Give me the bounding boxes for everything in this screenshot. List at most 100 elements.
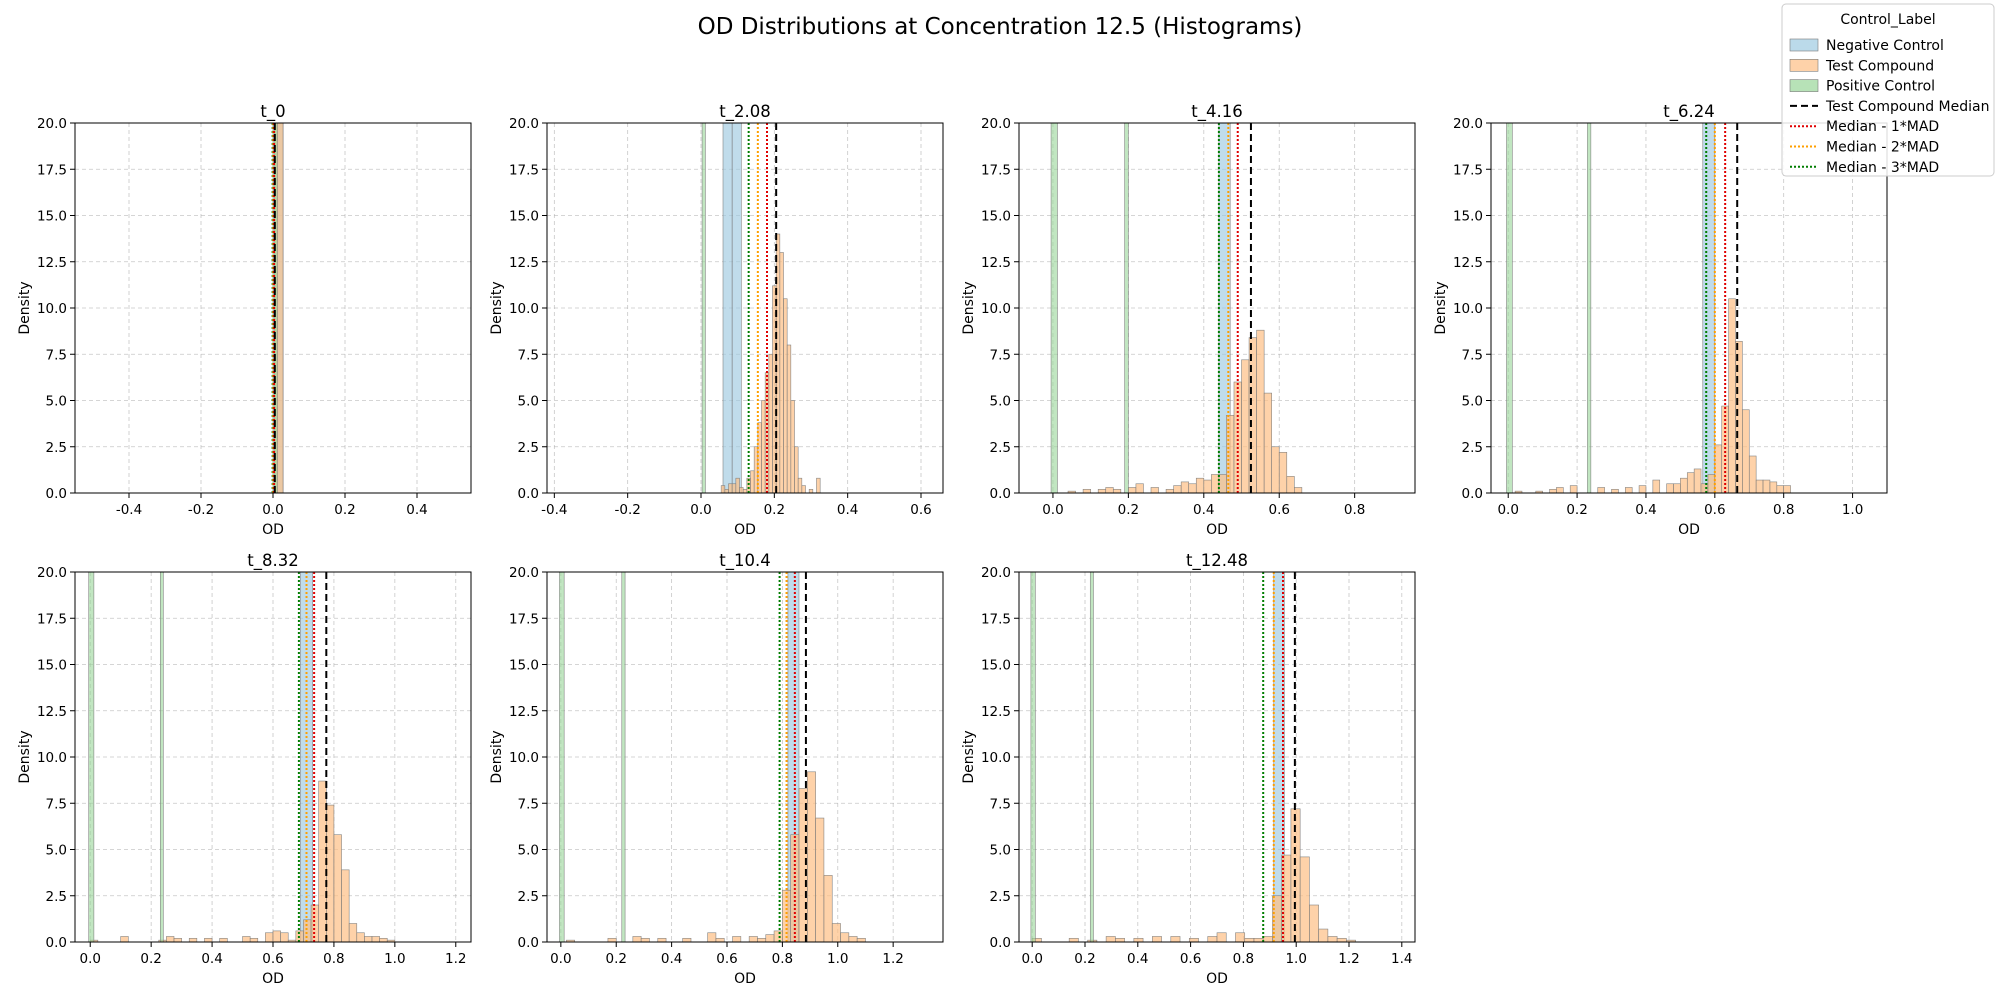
y-tick-label: 0.0 — [518, 486, 539, 502]
bar-test-compound — [1195, 477, 1205, 493]
bar-test-compound — [272, 930, 281, 942]
x-tick-label: 0.6 — [1704, 502, 1725, 518]
bar-test-compound — [848, 936, 858, 942]
x-tick-label: 1.2 — [1338, 951, 1359, 967]
x-tick-label: -0.4 — [541, 502, 567, 518]
x-tick-label: 0.0 — [1497, 502, 1518, 518]
bar-test-compound — [1152, 936, 1162, 942]
bar-test-compound — [1082, 488, 1091, 493]
bar-test-compound — [242, 936, 251, 942]
bar-test-compound — [739, 487, 744, 493]
bar-test-compound — [748, 936, 758, 942]
y-tick-label: 7.5 — [990, 347, 1011, 363]
bar-test-compound — [1346, 939, 1356, 942]
bar-test-compound — [1294, 487, 1303, 493]
bar-test-compound — [1173, 485, 1182, 493]
y-tick-label: 20.0 — [37, 116, 67, 132]
y-tick-label: 2.5 — [990, 440, 1011, 456]
bar-test-compound — [731, 483, 737, 493]
bar-test-compound — [1624, 487, 1633, 493]
bar-test-compound — [1309, 904, 1319, 942]
y-tick-label: 0.0 — [1462, 486, 1483, 502]
bar-test-compound — [1226, 414, 1235, 493]
y-tick-label: 17.5 — [981, 611, 1011, 627]
bar-test-compound — [1262, 936, 1273, 942]
x-tick-label: 1.4 — [1391, 951, 1412, 967]
y-tick-label: 2.5 — [1462, 440, 1483, 456]
bar-test-compound — [1755, 479, 1764, 493]
subplot-t-10-4: 0.0 0.2 0.4 0.6 0.8 1.0 1.2 0.0 2.5 5.0 7.5 10.0 12.… — [489, 551, 944, 987]
subplot-t-2-08: -0.4 -0.2 0.0 0.2 0.4 0.6 0.0 2.5 5.0 7.5 10.0 12.5… — [489, 102, 944, 538]
bar-test-compound — [173, 937, 182, 942]
bar-test-compound — [1105, 487, 1114, 493]
figure-title: OD Distributions at Concentration 12.5 (… — [697, 14, 1303, 40]
y-tick-label: 15.0 — [37, 658, 67, 674]
bar-test-compound — [761, 400, 766, 493]
x-tick-label: 0.2 — [140, 951, 161, 967]
x-tick-label: 0.8 — [772, 951, 793, 967]
y-tick-label: 5.0 — [990, 843, 1011, 859]
subplot-title: t_10.4 — [719, 551, 770, 571]
bar-test-compound — [786, 344, 792, 493]
legend-title: Control_Label — [1840, 12, 1935, 28]
bar-test-compound — [188, 937, 198, 942]
y-tick-label: 10.0 — [509, 301, 539, 317]
bar-test-compound — [1299, 856, 1310, 942]
subplot-title: t_0 — [260, 102, 285, 122]
bar-test-compound — [1097, 488, 1107, 493]
bar-test-compound — [1327, 936, 1338, 942]
bar-test-compound — [1686, 472, 1695, 493]
bar-positive-control — [1506, 123, 1513, 493]
y-axis-label: Density — [489, 730, 505, 783]
x-tick-label: -0.2 — [188, 502, 214, 518]
bar-test-compound — [682, 937, 692, 942]
x-tick-label: 1.0 — [1842, 502, 1863, 518]
x-tick-label: 0.4 — [1127, 951, 1148, 967]
x-tick-label: 0.4 — [837, 502, 858, 518]
bar-test-compound — [326, 804, 335, 942]
y-tick-label: 20.0 — [981, 565, 1011, 581]
bar-test-compound — [356, 932, 365, 942]
y-tick-label: 20.0 — [37, 565, 67, 581]
bar-test-compound — [303, 919, 312, 942]
bar-test-compound — [1638, 485, 1647, 493]
bar-test-compound — [1569, 485, 1578, 493]
x-tick-label: 0.6 — [1180, 951, 1201, 967]
y-tick-label: 12.5 — [1453, 255, 1483, 271]
x-tick-label: 0.4 — [661, 951, 682, 967]
bar-test-compound — [1170, 936, 1181, 942]
bar-test-compound — [640, 937, 650, 942]
bar-test-compound — [1286, 476, 1295, 493]
x-tick-label: 0.0 — [79, 951, 100, 967]
x-tick-label: -0.2 — [614, 502, 640, 518]
bar-positive-control — [1089, 572, 1094, 942]
x-tick-label: 0.2 — [334, 502, 355, 518]
bar-test-compound — [1235, 932, 1246, 942]
subplot-title: t_6.24 — [1663, 102, 1714, 122]
x-tick-label: -0.4 — [116, 502, 142, 518]
bar-test-compound — [1216, 932, 1227, 942]
y-tick-label: 5.0 — [46, 394, 67, 410]
bar-test-compound — [1728, 298, 1736, 493]
x-tick-label: 0.0 — [1042, 502, 1063, 518]
x-tick-label: 0.4 — [1635, 502, 1656, 518]
bar-test-compound — [318, 780, 327, 942]
subplot-t-0: -0.4 -0.2 0.0 0.2 0.4 0.0 2.5 5.0 7.5 10.0 12.5 15.… — [17, 102, 472, 538]
y-tick-label: 5.0 — [990, 394, 1011, 410]
bar-test-compound — [765, 934, 775, 942]
bar-test-compound — [566, 939, 575, 942]
x-tick-label: 1.0 — [1285, 951, 1306, 967]
subplot-title: t_12.48 — [1186, 551, 1248, 571]
bar-test-compound — [1652, 479, 1661, 493]
y-tick-label: 7.5 — [1462, 347, 1483, 363]
bar-test-compound — [1680, 477, 1688, 493]
bar-test-compound — [728, 483, 733, 493]
y-tick-label: 5.0 — [1462, 394, 1483, 410]
x-tick-label: 1.0 — [384, 951, 405, 967]
y-tick-label: 0.0 — [990, 935, 1011, 951]
x-tick-label: 0.6 — [1268, 502, 1289, 518]
bar-test-compound — [1068, 937, 1079, 942]
y-tick-label: 10.0 — [509, 750, 539, 766]
bar-test-compound — [757, 422, 762, 493]
bar-test-compound — [707, 932, 717, 942]
